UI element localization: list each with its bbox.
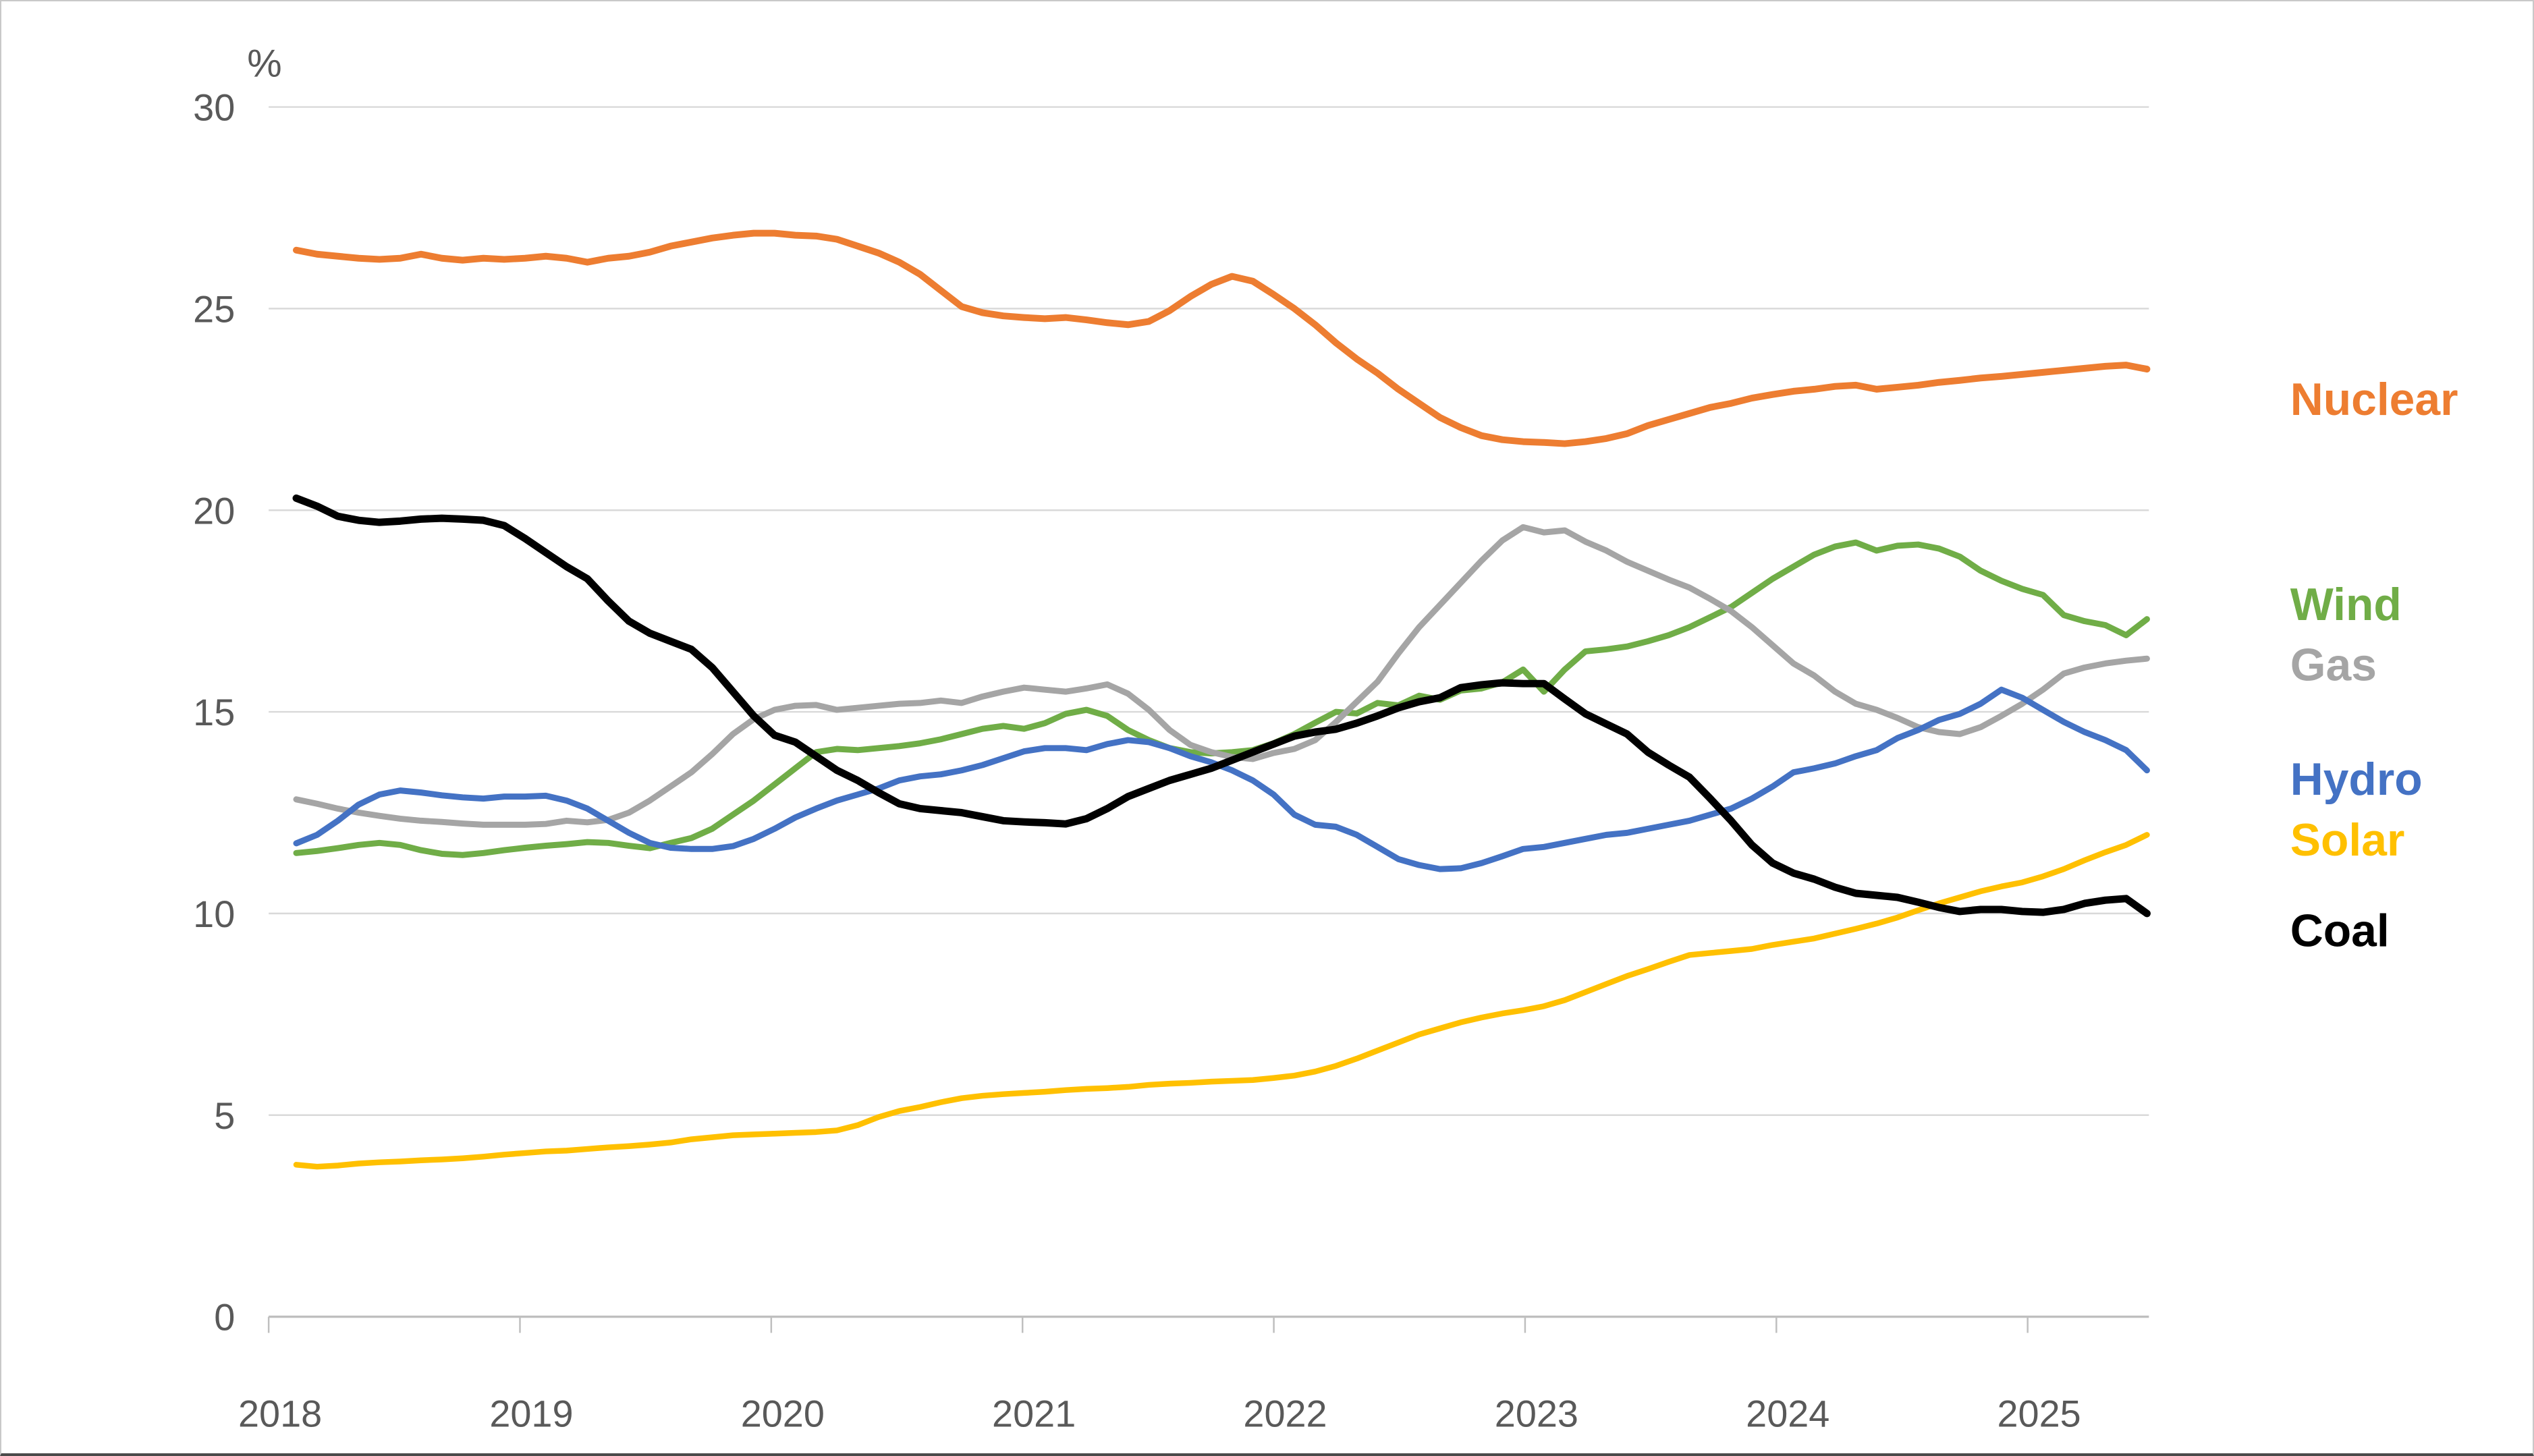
x-tick-label-2020: 2020 (741, 1392, 825, 1434)
x-tick-label-2021: 2021 (992, 1392, 1076, 1434)
series-line-coal (292, 494, 2151, 918)
series-line-nuclear (293, 229, 2151, 447)
y-tick-label-30: 30 (193, 86, 235, 129)
legend-label-nuclear: Nuclear (2290, 374, 2458, 425)
x-tick-label-2025: 2025 (1998, 1392, 2081, 1434)
legend-label-gas: Gas (2290, 640, 2377, 691)
y-tick-label-5: 5 (214, 1094, 235, 1137)
legend-label-wind: Wind (2290, 580, 2402, 630)
y-tick-label-10: 10 (193, 893, 235, 935)
legend-label-coal: Coal (2290, 906, 2390, 957)
legend-label-hydro: Hydro (2290, 754, 2423, 805)
series-line-wind (293, 539, 2150, 858)
x-tick-label-2019: 2019 (489, 1392, 573, 1434)
x-tick-label-2023: 2023 (1495, 1392, 1578, 1434)
series-line-solar (293, 832, 2150, 1170)
x-tick-label-2022: 2022 (1243, 1392, 1327, 1434)
y-tick-label-15: 15 (193, 691, 235, 733)
y-tick-label-0: 0 (214, 1296, 235, 1339)
legend-label-solar: Solar (2290, 815, 2405, 866)
y-axis-unit-label: % (247, 43, 281, 86)
x-tick-label-2018: 2018 (238, 1392, 322, 1434)
y-tick-label-20: 20 (193, 489, 235, 532)
x-tick-label-2024: 2024 (1746, 1392, 1829, 1434)
y-tick-label-25: 25 (193, 288, 235, 331)
